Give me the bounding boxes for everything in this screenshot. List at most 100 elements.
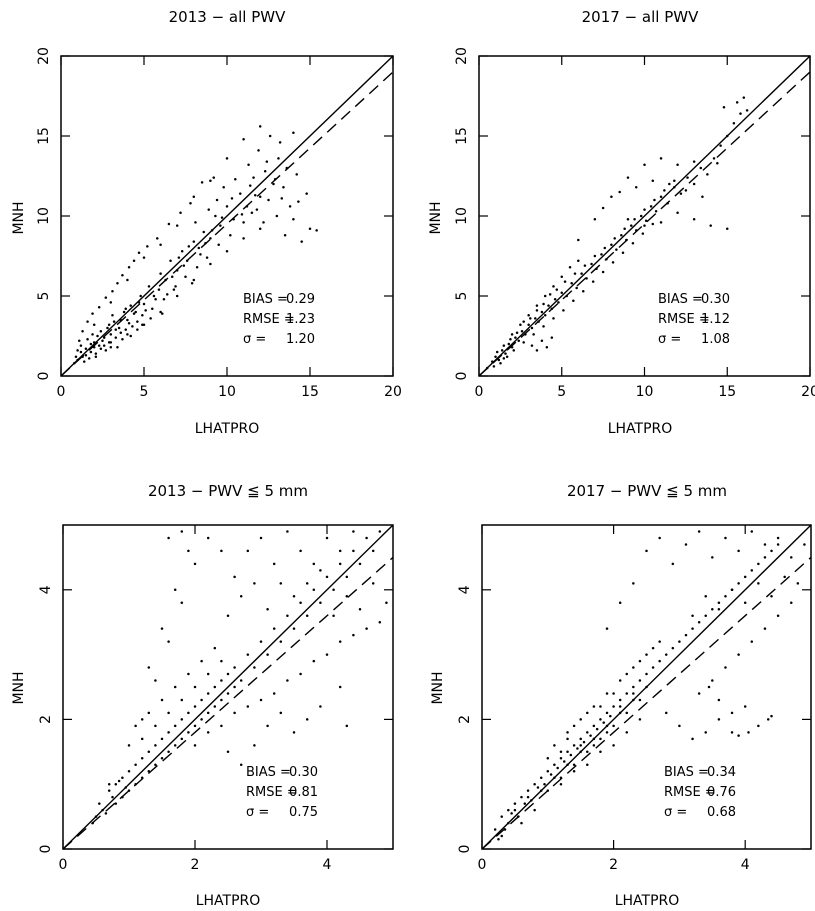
scatter-point: [730, 731, 734, 734]
scatter-point: [257, 149, 260, 152]
scatter-point: [497, 838, 500, 841]
scatter-point: [338, 685, 342, 689]
scatter-point: [126, 333, 129, 336]
scatter-point: [160, 698, 164, 702]
scatter-point: [757, 562, 760, 566]
scatter-point: [530, 326, 534, 330]
scatter-point: [240, 213, 244, 216]
scatter-point: [267, 198, 270, 202]
scatter-point: [308, 227, 312, 231]
scatter-point: [697, 620, 701, 624]
scatter-point: [686, 176, 689, 179]
scatter-point: [193, 562, 197, 566]
scatter-point: [173, 685, 177, 689]
scatter-point: [286, 530, 289, 533]
scatter-point: [352, 549, 355, 553]
scatter-point: [305, 582, 309, 585]
scatter-point: [159, 272, 162, 275]
scatter-point: [167, 731, 170, 734]
scatter-point: [505, 355, 509, 359]
scatter-point: [732, 121, 736, 125]
scatter-point: [509, 337, 512, 341]
x-tick-label: 5: [557, 384, 566, 400]
scatter-point: [180, 530, 184, 533]
scatter-point: [534, 317, 537, 320]
scatter-point: [743, 601, 747, 605]
scatter-point: [109, 341, 113, 344]
y-tick-label: 5: [36, 292, 52, 301]
scatter-point: [783, 575, 786, 579]
scatter-point: [194, 221, 197, 224]
scatter-point: [634, 185, 638, 189]
scatter-point: [651, 222, 655, 226]
scatter-point: [126, 278, 129, 282]
scatter-point: [546, 789, 550, 792]
scatter-point: [152, 294, 156, 298]
scatter-point: [98, 802, 101, 805]
scatter-point: [707, 685, 711, 689]
scatter-point: [536, 786, 540, 789]
scatter-point: [206, 692, 210, 695]
scatter-point: [136, 328, 139, 331]
scatter-point: [197, 246, 201, 250]
scatter-point: [486, 366, 489, 370]
scatter-point: [610, 243, 613, 247]
scatter-point: [742, 96, 746, 99]
scatter-point: [114, 336, 118, 339]
scatter-point: [121, 337, 124, 341]
scatter-point: [215, 198, 219, 202]
scatter-point: [277, 157, 280, 160]
scatter-point: [91, 821, 94, 825]
scatter-point: [601, 206, 605, 210]
scatter-point: [770, 714, 773, 718]
scatter-point: [213, 646, 217, 650]
scatter-point: [543, 294, 547, 298]
scatter-point: [618, 679, 622, 682]
scatter-point: [266, 607, 269, 611]
stat-rmse-label: RMSE =: [664, 785, 716, 800]
scatter-point: [623, 227, 626, 231]
y-tick-label: 0: [454, 372, 470, 381]
scatter-point: [177, 256, 181, 259]
scatter-point: [750, 640, 754, 643]
scatter-point: [630, 224, 633, 227]
scatter-point: [643, 163, 646, 167]
stat-rmse-value: 0.81: [289, 785, 318, 800]
scatter-point: [737, 653, 740, 656]
scatter-point: [763, 627, 767, 630]
scatter-point: [134, 763, 137, 767]
scatter-point: [179, 211, 182, 215]
y-tick-label: 0: [457, 845, 473, 854]
stat-bias-value: 0.34: [707, 765, 736, 780]
scatter-point: [684, 633, 688, 637]
scatter-point: [253, 193, 257, 197]
stat-bias-label: BIAS =: [243, 292, 288, 307]
scatter-point: [638, 659, 642, 663]
scatter-point: [530, 344, 534, 347]
scatter-point: [157, 288, 161, 291]
scatter-point: [288, 205, 292, 208]
scatter-point: [279, 640, 283, 643]
scatter-point: [154, 297, 157, 301]
stat-rmse-label: RMSE =: [243, 312, 295, 327]
scatter-point: [546, 757, 550, 760]
scatter-point: [549, 773, 553, 776]
scatter-point: [365, 627, 368, 630]
scatter-point: [724, 595, 727, 598]
y-axis-label: MNH: [11, 671, 27, 704]
scatter-point: [572, 299, 575, 303]
scatter-point: [539, 789, 543, 792]
scatter-point: [599, 737, 602, 741]
scatter-point: [612, 705, 615, 708]
scatter-point: [84, 353, 88, 357]
scatter-point: [626, 176, 630, 179]
scatter-point: [154, 744, 157, 747]
scatter-point: [676, 211, 679, 215]
scatter-point: [111, 289, 114, 293]
scatter-point: [719, 144, 722, 147]
scatter-point: [159, 310, 162, 314]
scatter-point: [292, 217, 295, 221]
scatter-point: [242, 137, 245, 141]
scatter-point: [535, 304, 539, 307]
y-tick-label: 0: [38, 845, 54, 854]
